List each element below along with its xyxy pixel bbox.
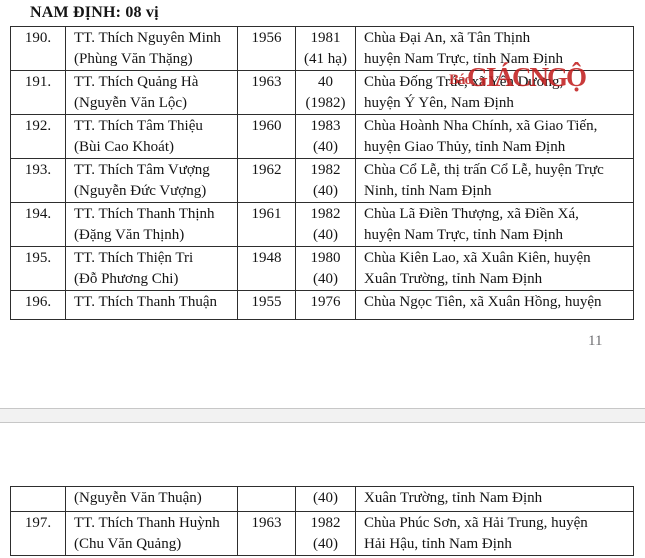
table-row: 192. TT. Thích Tâm Thiệu (Bùi Cao Khoát)… — [10, 114, 634, 159]
cell-birth-year: 1963 — [237, 511, 296, 556]
cell-address: Chùa Hoành Nha Chính, xã Giao Tiến, huyệ… — [355, 114, 634, 159]
table-row: 194. TT. Thích Thanh Thịnh (Đặng Văn Thị… — [10, 202, 634, 247]
cell-number: 196. — [10, 290, 66, 320]
cell-number: 194. — [10, 202, 66, 247]
page-break-separator — [0, 408, 645, 423]
cell-name: TT. Thích Thanh Thịnh (Đặng Văn Thịnh) — [65, 202, 238, 247]
cell-ordination: 1982 (40) — [295, 202, 356, 247]
cell-address: Xuân Trường, tỉnh Nam Định — [355, 486, 634, 512]
cell-number: 197. — [10, 511, 66, 556]
cell-address: Chùa Cổ Lễ, thị trấn Cổ Lễ, huyện Trực N… — [355, 158, 634, 203]
cell-ordination: 40 (1982) — [295, 70, 356, 115]
cell-name: (Nguyễn Văn Thuận) — [65, 486, 238, 512]
cell-name: TT. Thích Nguyên Minh (Phùng Văn Thặng) — [65, 26, 238, 71]
table-row: 193. TT. Thích Tâm Vượng (Nguyễn Đức Vượ… — [10, 158, 634, 203]
page-title: NAM ĐỊNH: 08 vị — [30, 4, 159, 21]
cell-ordination: 1982 (40) — [295, 511, 356, 556]
cell-name: TT. Thích Tâm Vượng (Nguyễn Đức Vượng) — [65, 158, 238, 203]
cell-name: TT. Thích Thanh Thuận — [65, 290, 238, 320]
table-row: 196. TT. Thích Thanh Thuận 1955 1976 Chù… — [10, 290, 634, 320]
cell-address: Chùa Đại An, xã Tân Thịnh huyện Nam Trực… — [355, 26, 634, 71]
table-row: 195. TT. Thích Thiện Tri (Đỗ Phương Chi)… — [10, 246, 634, 291]
table-row: 191. TT. Thích Quảng Hà (Nguyễn Văn Lộc)… — [10, 70, 634, 115]
cell-number: 191. — [10, 70, 66, 115]
cell-name: TT. Thích Thanh Huỳnh (Chu Văn Quảng) — [65, 511, 238, 556]
table-row: 197. TT. Thích Thanh Huỳnh (Chu Văn Quản… — [10, 511, 634, 556]
monk-table-page1: 190. TT. Thích Nguyên Minh (Phùng Văn Th… — [10, 26, 634, 320]
table-row-continuation: (Nguyễn Văn Thuận) (40) Xuân Trường, tỉn… — [10, 486, 634, 512]
cell-number — [10, 486, 66, 512]
page-number: 11 — [588, 333, 603, 349]
cell-ordination: 1982 (40) — [295, 158, 356, 203]
cell-number: 192. — [10, 114, 66, 159]
cell-name: TT. Thích Quảng Hà (Nguyễn Văn Lộc) — [65, 70, 238, 115]
cell-number: 193. — [10, 158, 66, 203]
table-row: 190. TT. Thích Nguyên Minh (Phùng Văn Th… — [10, 26, 634, 71]
cell-name: TT. Thích Thiện Tri (Đỗ Phương Chi) — [65, 246, 238, 291]
cell-birth-year: 1961 — [237, 202, 296, 247]
cell-address: Chùa Đống Trúc, xã Yên Dương, huyện Ý Yê… — [355, 70, 634, 115]
cell-birth-year: 1963 — [237, 70, 296, 115]
cell-number: 190. — [10, 26, 66, 71]
cell-address: Chùa Phúc Sơn, xã Hải Trung, huyện Hải H… — [355, 511, 634, 556]
cell-address: Chùa Ngọc Tiên, xã Xuân Hồng, huyện — [355, 290, 634, 320]
cell-ordination: 1983 (40) — [295, 114, 356, 159]
cell-ordination: 1980 (40) — [295, 246, 356, 291]
cell-birth-year — [237, 486, 296, 512]
cell-ordination: 1976 — [295, 290, 356, 320]
cell-birth-year: 1962 — [237, 158, 296, 203]
cell-name: TT. Thích Tâm Thiệu (Bùi Cao Khoát) — [65, 114, 238, 159]
cell-address: Chùa Kiên Lao, xã Xuân Kiên, huyện Xuân … — [355, 246, 634, 291]
cell-birth-year: 1948 — [237, 246, 296, 291]
cell-ordination: 1981 (41 hạ) — [295, 26, 356, 71]
cell-birth-year: 1956 — [237, 26, 296, 71]
cell-birth-year: 1955 — [237, 290, 296, 320]
cell-address: Chùa Lã Điền Thượng, xã Điền Xá, huyện N… — [355, 202, 634, 247]
monk-table-page2: (Nguyễn Văn Thuận) (40) Xuân Trường, tỉn… — [10, 486, 634, 556]
cell-ordination: (40) — [295, 486, 356, 512]
cell-birth-year: 1960 — [237, 114, 296, 159]
cell-number: 195. — [10, 246, 66, 291]
